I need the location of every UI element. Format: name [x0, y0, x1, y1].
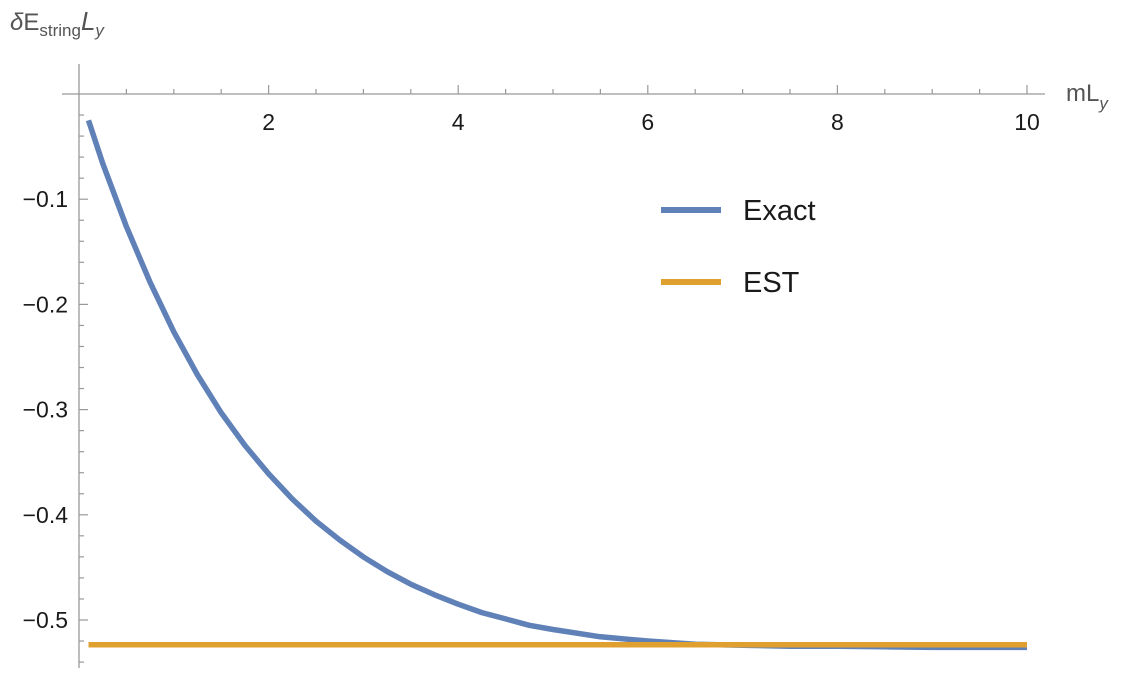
- axes: [62, 64, 1045, 668]
- x-tick-label: 2: [262, 109, 275, 135]
- tick-labels: 2 4 6 8 10 −0.1 −0.2 −0.3 −0.4 −0.5: [23, 109, 1040, 633]
- y-tick-label: −0.3: [23, 397, 68, 423]
- y-axis-label: δEstringLy: [10, 6, 105, 40]
- y-tick-label: −0.2: [23, 291, 68, 317]
- legend-label-exact: Exact: [743, 195, 816, 227]
- x-tick-label: 10: [1014, 109, 1040, 135]
- y-tick-label: −0.4: [23, 502, 69, 528]
- ticks: [79, 85, 1028, 663]
- series-layer: [85, 119, 1027, 651]
- x-axis-label: mLy: [1066, 80, 1109, 113]
- x-tick-label: 6: [641, 109, 654, 135]
- legend: Exact EST: [661, 195, 816, 299]
- y-tick-label: −0.5: [23, 607, 68, 633]
- x-tick-label: 8: [831, 109, 844, 135]
- series-line-exact: [85, 119, 1027, 651]
- legend-label-est: EST: [743, 267, 800, 299]
- y-tick-label: −0.1: [23, 186, 68, 212]
- x-tick-label: 4: [452, 109, 465, 135]
